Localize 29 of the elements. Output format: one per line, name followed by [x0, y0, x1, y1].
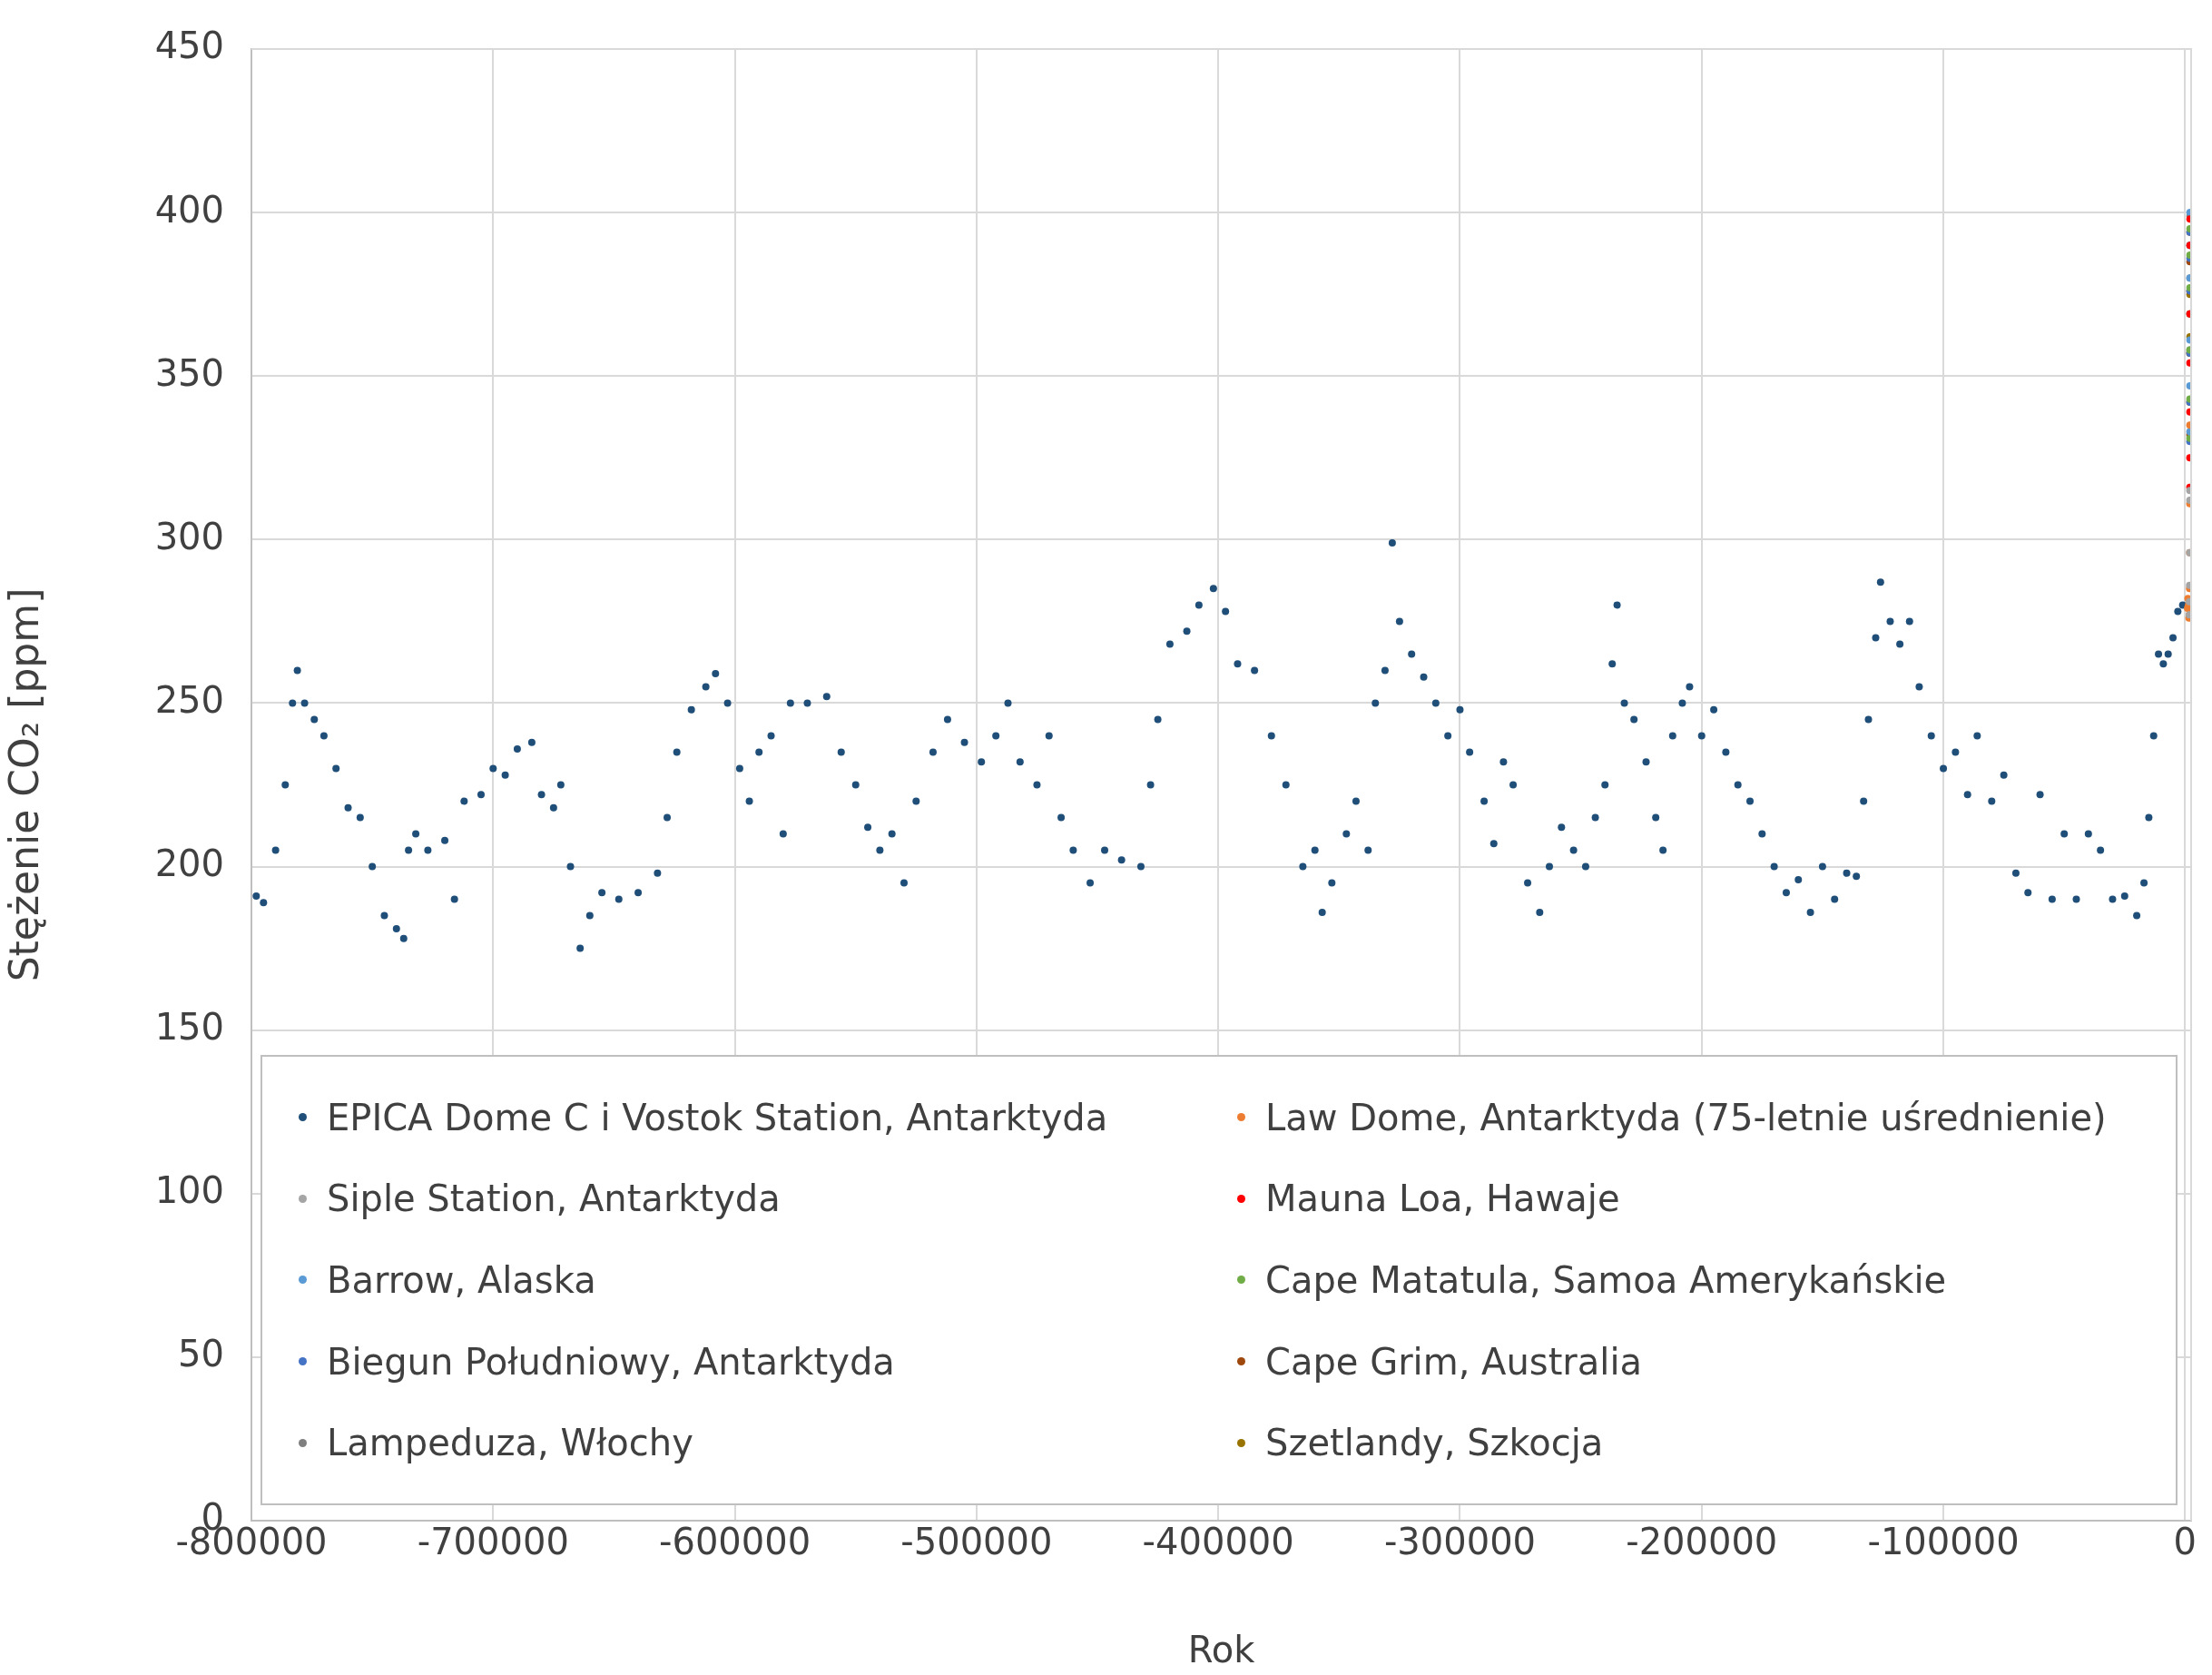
y-tick-label: 350 — [154, 351, 224, 394]
y-tick-label: 150 — [154, 1006, 224, 1049]
y-tick-label: 100 — [154, 1169, 224, 1212]
legend-label: Cape Grim, Australia — [1265, 1340, 1643, 1383]
y-tick-label: 450 — [154, 25, 224, 67]
x-tick-label: -300000 — [1383, 1521, 1537, 1563]
x-tick-label: -200000 — [1626, 1521, 1778, 1563]
legend-label: Cape Matatula, Samoa Amerykańskie — [1265, 1258, 1947, 1301]
y-tick-label: 50 — [178, 1333, 224, 1375]
legend-label: Szetlandy, Szkocja — [1265, 1422, 1604, 1464]
x-tick-label: -600000 — [659, 1521, 811, 1563]
y-tick-label: 300 — [154, 515, 224, 557]
legend-label: Biegun Południowy, Antarktyda — [327, 1340, 895, 1383]
x-axis-title: Rok — [1187, 1629, 1256, 1671]
x-tick-label: -500000 — [900, 1521, 1053, 1563]
legend-label: Law Dome, Antarktyda (75-letnie uśrednienie) — [1265, 1096, 2107, 1138]
y-axis-title: Stężenie CO₂ [ppm] — [0, 587, 47, 982]
y-tick-label: 200 — [154, 842, 224, 884]
x-tick-label: -100000 — [1867, 1521, 2020, 1563]
legend-label: Mauna Loa, Hawaje — [1265, 1177, 1620, 1220]
x-tick-label: 0 — [2173, 1521, 2197, 1563]
x-tick-label: -700000 — [417, 1521, 569, 1563]
legend-label: Barrow, Alaska — [327, 1258, 596, 1301]
legend-label: Siple Station, Antarktyda — [327, 1177, 781, 1220]
x-tick-label: -400000 — [1142, 1521, 1294, 1563]
y-tick-label: 400 — [154, 188, 224, 231]
y-tick-label: 250 — [154, 678, 224, 721]
legend-label: EPICA Dome C i Vostok Station, Antarktyda — [327, 1096, 1108, 1138]
legend-label: Lampeduza, Włochy — [327, 1422, 693, 1464]
